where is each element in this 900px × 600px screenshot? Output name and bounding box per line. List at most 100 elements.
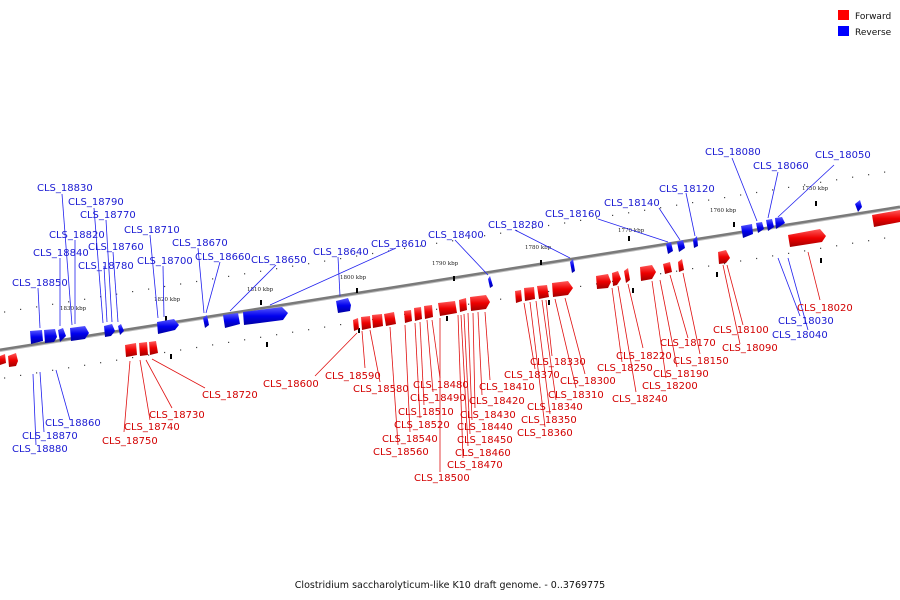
gene-label[interactable]: CLS_18540	[382, 434, 438, 445]
gene-label[interactable]: CLS_18240	[612, 394, 668, 405]
gene-label[interactable]: CLS_18150	[673, 356, 729, 367]
gene-label[interactable]: CLS_18350	[521, 415, 577, 426]
gene-label[interactable]: CLS_18370	[504, 370, 560, 381]
gene-label[interactable]: CLS_18410	[479, 382, 535, 393]
gene-label[interactable]: CLS_18140	[604, 198, 660, 209]
gene-arrow[interactable]	[438, 301, 457, 316]
gene-arrow[interactable]	[0, 354, 6, 365]
gene-label[interactable]: CLS_18870	[22, 431, 78, 442]
gene-arrow[interactable]	[70, 326, 89, 341]
gene-label[interactable]: CLS_18480	[413, 380, 469, 391]
gene-arrow[interactable]	[424, 305, 433, 319]
gene-label[interactable]: CLS_18610	[371, 239, 427, 250]
gene-label[interactable]: CLS_18500	[414, 473, 470, 484]
gene-arrow[interactable]	[404, 310, 412, 323]
gene-label[interactable]: CLS_18160	[545, 209, 601, 220]
gene-label[interactable]: CLS_18030	[778, 316, 834, 327]
gene-arrow[interactable]	[414, 307, 422, 321]
gene-arrow[interactable]	[515, 290, 522, 303]
gene-arrow[interactable]	[149, 341, 158, 355]
gene-label[interactable]: CLS_18660	[195, 252, 251, 263]
gene-label[interactable]: CLS_18360	[517, 428, 573, 439]
gene-arrow[interactable]	[372, 314, 383, 328]
gene-arrow[interactable]	[361, 316, 371, 330]
gene-label[interactable]: CLS_18220	[616, 351, 672, 362]
gene-label[interactable]: CLS_18750	[102, 436, 158, 447]
gene-arrow[interactable]	[741, 224, 753, 238]
gene-label[interactable]: CLS_18590	[325, 371, 381, 382]
gene-label[interactable]: CLS_18840	[33, 248, 89, 259]
gene-arrow[interactable]	[855, 200, 862, 212]
gene-label[interactable]: CLS_18740	[124, 422, 180, 433]
gene-label[interactable]: CLS_18640	[313, 247, 369, 258]
gene-label[interactable]: CLS_18490	[410, 393, 466, 404]
gene-arrow[interactable]	[596, 274, 611, 289]
gene-arrow[interactable]	[788, 229, 826, 247]
gene-label[interactable]: CLS_18650	[251, 255, 307, 266]
gene-label[interactable]: CLS_18420	[469, 396, 525, 407]
gene-arrow[interactable]	[353, 318, 359, 331]
gene-label[interactable]: CLS_18450	[457, 435, 513, 446]
gene-arrow[interactable]	[718, 250, 730, 264]
gene-label[interactable]: CLS_18300	[560, 376, 616, 387]
gene-label[interactable]: CLS_18730	[149, 410, 205, 421]
gene-label[interactable]: CLS_18560	[373, 447, 429, 458]
gene-arrow[interactable]	[678, 259, 684, 272]
gene-arrow[interactable]	[104, 324, 115, 337]
gene-arrow[interactable]	[459, 298, 467, 312]
gene-arrow[interactable]	[118, 324, 124, 335]
gene-label[interactable]: CLS_18100	[713, 325, 769, 336]
gene-arrow[interactable]	[470, 295, 490, 311]
gene-arrow[interactable]	[336, 298, 351, 313]
gene-arrow[interactable]	[524, 287, 535, 301]
gene-label[interactable]: CLS_18670	[172, 238, 228, 249]
gene-arrow[interactable]	[663, 262, 672, 274]
gene-label[interactable]: CLS_18090	[722, 343, 778, 354]
gene-label[interactable]: CLS_18720	[202, 390, 258, 401]
gene-arrow[interactable]	[537, 285, 549, 299]
gene-arrow[interactable]	[139, 342, 148, 356]
gene-arrow[interactable]	[157, 319, 179, 334]
gene-arrow[interactable]	[640, 265, 656, 281]
gene-arrow[interactable]	[612, 271, 621, 286]
gene-label[interactable]: CLS_18440	[457, 422, 513, 433]
gene-label[interactable]: CLS_18510	[398, 407, 454, 418]
gene-label[interactable]: CLS_18020	[797, 303, 853, 314]
gene-label[interactable]: CLS_18790	[68, 197, 124, 208]
gene-label[interactable]: CLS_18700	[137, 256, 193, 267]
gene-label[interactable]: CLS_18340	[527, 402, 583, 413]
gene-label[interactable]: CLS_18760	[88, 242, 144, 253]
gene-label[interactable]: CLS_18200	[642, 381, 698, 392]
gene-label[interactable]: CLS_18710	[124, 225, 180, 236]
gene-arrow[interactable]	[8, 353, 18, 367]
gene-label[interactable]: CLS_18050	[815, 150, 871, 161]
gene-label[interactable]: CLS_18470	[447, 460, 503, 471]
gene-label[interactable]: CLS_18280	[488, 220, 544, 231]
gene-arrow[interactable]	[125, 343, 137, 357]
gene-label[interactable]: CLS_18770	[80, 210, 136, 221]
gene-label[interactable]: CLS_18080	[705, 147, 761, 158]
gene-arrow[interactable]	[384, 312, 396, 326]
gene-arrow[interactable]	[30, 330, 43, 344]
gene-arrow[interactable]	[223, 313, 240, 328]
gene-label[interactable]: CLS_18060	[753, 161, 809, 172]
gene-label[interactable]: CLS_18600	[263, 379, 319, 390]
gene-label[interactable]: CLS_18120	[659, 184, 715, 195]
gene-label[interactable]: CLS_18170	[660, 338, 716, 349]
gene-label[interactable]: CLS_18830	[37, 183, 93, 194]
gene-label[interactable]: CLS_18430	[460, 410, 516, 421]
gene-label[interactable]: CLS_18820	[49, 230, 105, 241]
gene-label[interactable]: CLS_18190	[653, 369, 709, 380]
gene-label[interactable]: CLS_18520	[394, 420, 450, 431]
gene-label[interactable]: CLS_18250	[597, 363, 653, 374]
gene-label[interactable]: CLS_18040	[772, 330, 828, 341]
gene-arrow[interactable]	[488, 276, 493, 288]
gene-arrow[interactable]	[552, 281, 573, 297]
gene-label[interactable]: CLS_18860	[45, 418, 101, 429]
gene-label[interactable]: CLS_18460	[455, 448, 511, 459]
gene-arrow[interactable]	[624, 268, 630, 283]
gene-label[interactable]: CLS_18310	[548, 390, 604, 401]
gene-label[interactable]: CLS_18330	[530, 357, 586, 368]
gene-label[interactable]: CLS_18780	[78, 261, 134, 272]
gene-label[interactable]: CLS_18580	[353, 384, 409, 395]
